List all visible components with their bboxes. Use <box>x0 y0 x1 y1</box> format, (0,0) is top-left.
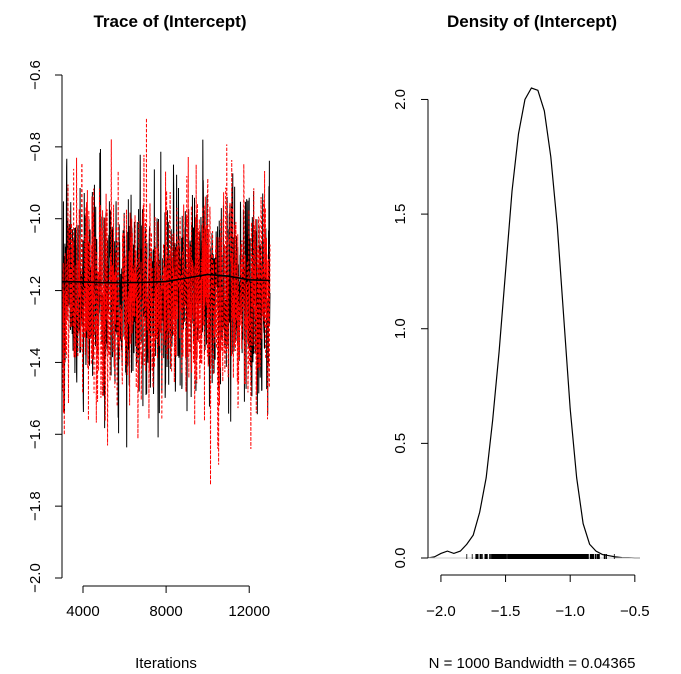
trace-y-tick-label: −1.0 <box>27 204 44 234</box>
density-y-tick-label: 2.0 <box>392 89 409 110</box>
density-x-axis-label: N = 1000 Bandwidth = 0.04365 <box>429 655 636 672</box>
trace-y-tick-label: −1.6 <box>27 419 44 449</box>
density-panel: Density of (Intercept) 0.0 0.5 1.0 1.5 2.0 −2… <box>392 12 650 672</box>
trace-title: Trace of (Intercept) <box>93 12 246 31</box>
density-y-tick-label: 0.5 <box>392 433 409 454</box>
trace-y-tick-label: −1.2 <box>27 276 44 306</box>
trace-panel: Trace of (Intercept) −2.0 −1.8 −1.6 −1.4 −1.… <box>27 12 271 672</box>
trace-x-tick-label: 8000 <box>149 603 182 620</box>
density-x-tick-label: −2.0 <box>426 603 456 620</box>
density-curve <box>427 87 640 559</box>
trace-y-tick-label: −0.6 <box>27 60 44 90</box>
density-marks <box>427 87 640 559</box>
density-y-tick-label: 0.0 <box>392 548 409 569</box>
trace-y-tick-label: −2.0 <box>27 563 44 593</box>
density-y-tick-label: 1.0 <box>392 318 409 339</box>
density-x-tick-label: −1.0 <box>555 603 585 620</box>
trace-x-axis-label: Iterations <box>135 655 197 672</box>
density-rug <box>466 554 615 559</box>
trace-x-tick-label: 12000 <box>228 603 270 620</box>
trace-axes: −2.0 −1.8 −1.6 −1.4 −1.2 −1.0 −0.8 −0.6 4000 8000… <box>27 60 270 620</box>
trace-y-tick-label: −0.8 <box>27 132 44 162</box>
density-x-tick-label: −1.5 <box>491 603 521 620</box>
trace-y-tick-label: −1.4 <box>27 348 44 378</box>
density-title: Density of (Intercept) <box>447 12 617 31</box>
trace-marks <box>61 118 271 485</box>
trace-y-tick-label: −1.8 <box>27 491 44 521</box>
trace-smooth-line <box>62 273 271 284</box>
trace-x-tick-label: 4000 <box>66 603 99 620</box>
density-axes: 0.0 0.5 1.0 1.5 2.0 −2.0 −1.5 −1.0 −0.5 <box>392 89 650 620</box>
density-y-tick-label: 1.5 <box>392 204 409 225</box>
density-x-tick-label: −0.5 <box>620 603 650 620</box>
trace-series-chain-2 <box>61 118 271 485</box>
